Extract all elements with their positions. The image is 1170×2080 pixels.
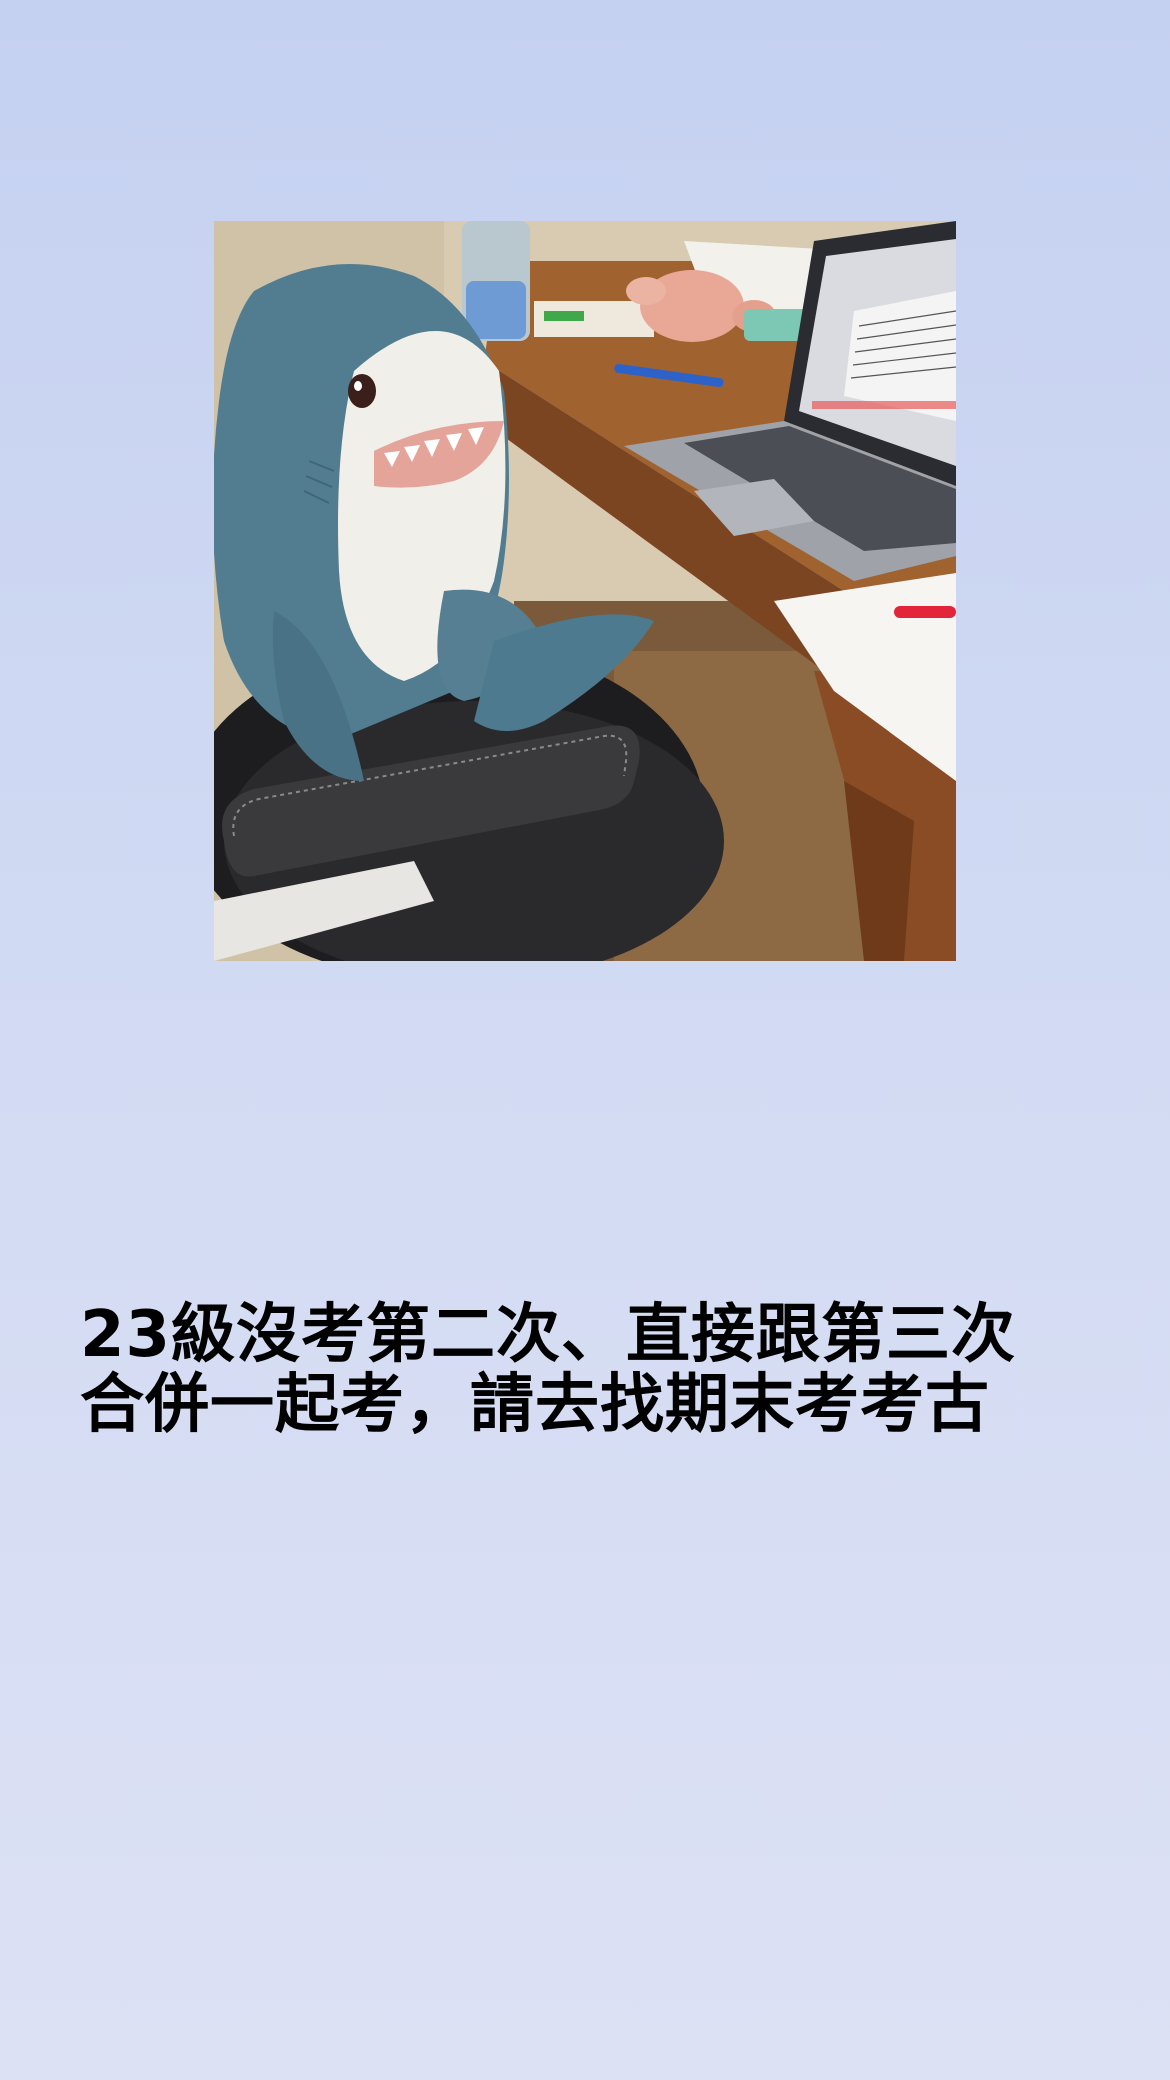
pink-plush-toy-icon (640, 270, 744, 342)
caption-line-1: 23級沒考第二次、直接跟第三次 (80, 1298, 1017, 1372)
shark-eye (348, 374, 376, 408)
papers-icon (774, 573, 956, 781)
story-caption: 23級沒考第二次、直接跟第三次 合併一起考，請去找期末考考古 (80, 1300, 1090, 1440)
shark-at-desk-illustration (214, 221, 956, 961)
shark-fin-left (272, 611, 364, 781)
chair-armrest (222, 725, 640, 877)
caption-line-2: 合併一起考，請去找期末考考古 (80, 1368, 990, 1442)
story-photo (214, 221, 956, 961)
shark-tail (474, 614, 654, 731)
